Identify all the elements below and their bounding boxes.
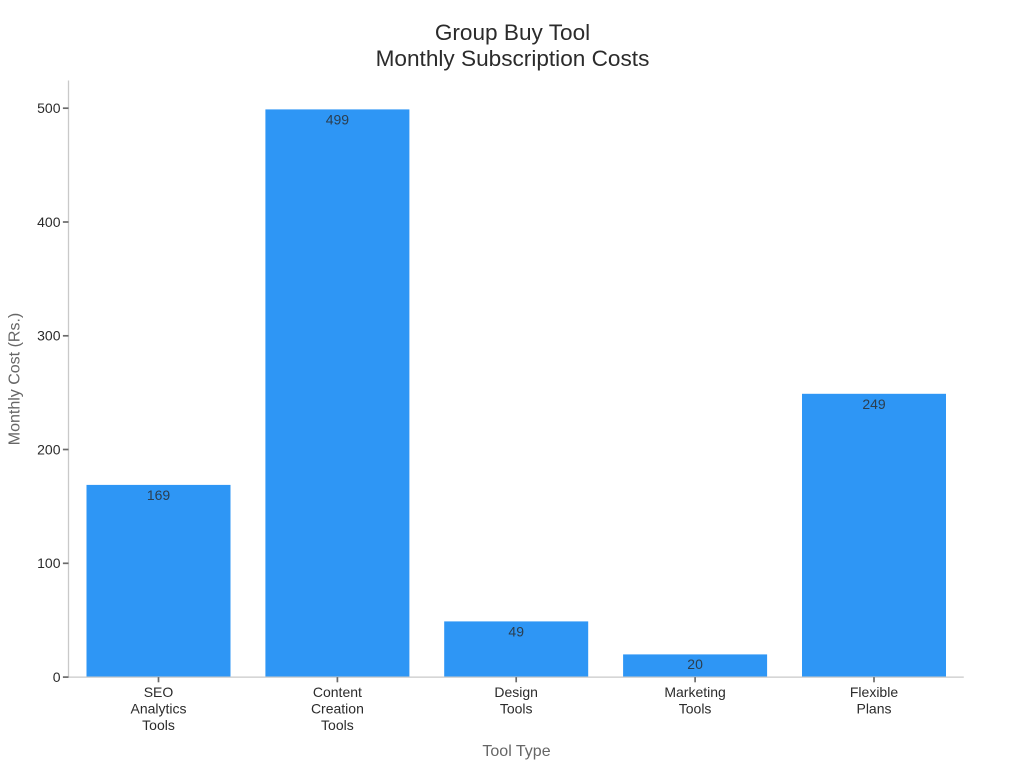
- svg-text:0: 0: [53, 669, 61, 685]
- svg-text:Group Buy Tool: Group Buy Tool: [435, 20, 590, 45]
- svg-text:Tools: Tools: [142, 717, 175, 733]
- svg-text:100: 100: [37, 555, 61, 571]
- svg-text:Tools: Tools: [679, 701, 712, 717]
- svg-text:Content: Content: [313, 684, 362, 700]
- svg-text:249: 249: [862, 396, 886, 412]
- svg-text:200: 200: [37, 441, 61, 457]
- svg-text:SEO: SEO: [144, 684, 174, 700]
- svg-text:499: 499: [326, 112, 350, 128]
- svg-text:500: 500: [37, 100, 61, 116]
- svg-text:Plans: Plans: [856, 701, 891, 717]
- svg-text:Creation: Creation: [311, 701, 364, 717]
- svg-text:Tool Type: Tool Type: [482, 743, 550, 760]
- svg-text:20: 20: [687, 656, 703, 672]
- svg-text:169: 169: [147, 487, 171, 503]
- svg-text:300: 300: [37, 328, 61, 344]
- svg-text:Tools: Tools: [321, 717, 354, 733]
- svg-text:400: 400: [37, 214, 61, 230]
- svg-text:Marketing: Marketing: [664, 684, 725, 700]
- svg-text:Design: Design: [494, 684, 538, 700]
- svg-text:Analytics: Analytics: [130, 701, 186, 717]
- svg-text:49: 49: [508, 624, 524, 640]
- svg-text:Tools: Tools: [500, 701, 533, 717]
- svg-text:Monthly Cost (Rs.): Monthly Cost (Rs.): [7, 313, 24, 445]
- svg-text:Monthly Subscription Costs: Monthly Subscription Costs: [376, 46, 650, 71]
- svg-text:Flexible: Flexible: [850, 684, 898, 700]
